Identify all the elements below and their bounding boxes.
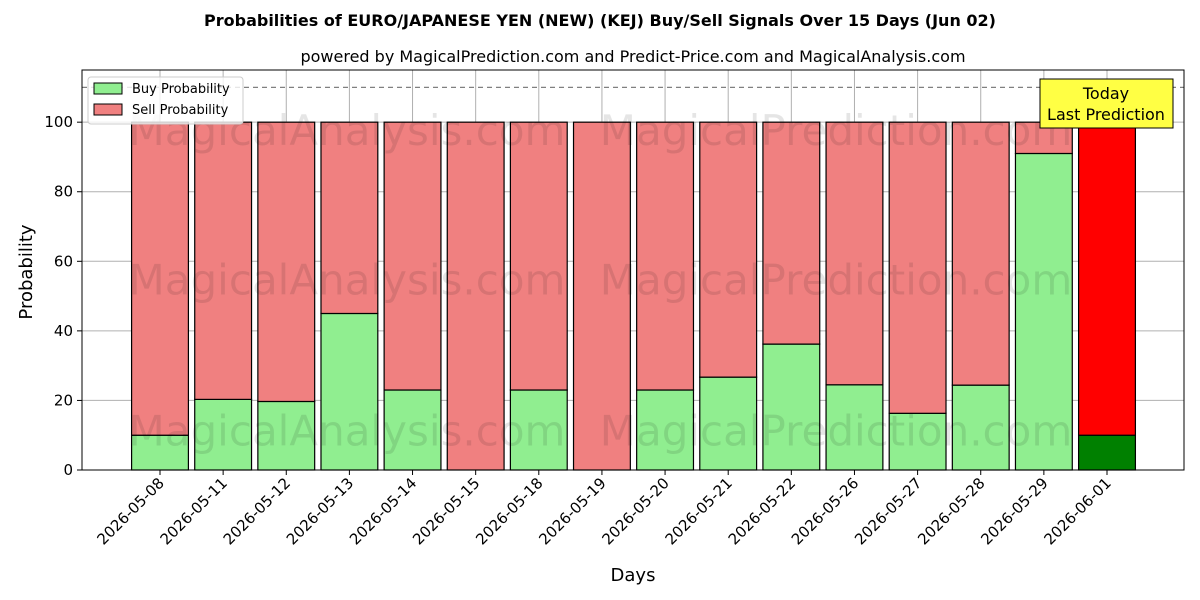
legend-swatch-buy	[93, 82, 123, 95]
sell-bar	[951, 121, 1010, 386]
y-tick-label: 60	[54, 252, 73, 270]
sell-bar	[825, 121, 884, 386]
sell-bar	[257, 121, 316, 403]
sell-bar	[509, 121, 568, 391]
sell-bar	[888, 121, 947, 414]
sell-bar	[446, 121, 505, 471]
buy-bar	[888, 412, 947, 471]
sell-bar	[320, 121, 379, 315]
sell-bar	[572, 121, 631, 471]
buy-bar	[951, 384, 1010, 471]
watermark-text: MagicalPrediction.com	[600, 407, 1073, 456]
x-axis-label: Days	[611, 565, 656, 586]
watermark-text: MagicalAnalysis.com	[129, 407, 566, 456]
sell-bar	[383, 121, 442, 391]
axes-frame	[81, 69, 1185, 471]
watermark-text: MagicalPrediction.com	[600, 255, 1073, 304]
y-tick-label: 100	[44, 113, 73, 131]
watermark-text: MagicalPrediction.com	[600, 106, 1073, 155]
legend-label-buy: Buy Probability	[132, 82, 230, 97]
y-tick-label: 40	[54, 322, 73, 340]
y-tick-label: 20	[54, 391, 73, 409]
buy-bar	[383, 389, 442, 471]
buy-bar	[636, 389, 695, 471]
sell-bar	[194, 121, 253, 400]
watermark-text: MagicalAnalysis.com	[129, 255, 566, 304]
legend-box	[87, 76, 244, 125]
today-annotation-box	[1039, 78, 1174, 129]
buy-bar	[762, 343, 821, 471]
sell-bar	[130, 121, 190, 436]
buy-bar	[320, 312, 379, 471]
buy-bar	[1077, 434, 1137, 471]
sell-bar	[636, 121, 695, 391]
y-axis-label: Probability	[16, 224, 37, 319]
y-tick-label: 0	[63, 461, 73, 479]
chart-subtitle: powered by MagicalPrediction.com and Pre…	[300, 47, 965, 66]
legend-label-sell: Sell Probability	[132, 103, 229, 118]
sell-bar	[762, 121, 821, 345]
today-annotation-line2: Last Prediction	[1047, 105, 1165, 124]
chart-title: Probabilities of EURO/JAPANESE YEN (NEW)…	[204, 11, 996, 30]
sell-bar	[699, 121, 758, 378]
plot-area: MagicalAnalysis.com MagicalPrediction.com…	[44, 69, 1185, 548]
today-annotation-line1: Today	[1082, 84, 1129, 103]
legend-swatch-sell	[93, 103, 123, 116]
buy-bar	[257, 400, 316, 471]
buy-bar	[825, 384, 884, 471]
buy-bar	[1014, 152, 1073, 471]
y-tick-label: 80	[54, 183, 73, 201]
sell-bar	[1077, 121, 1137, 436]
